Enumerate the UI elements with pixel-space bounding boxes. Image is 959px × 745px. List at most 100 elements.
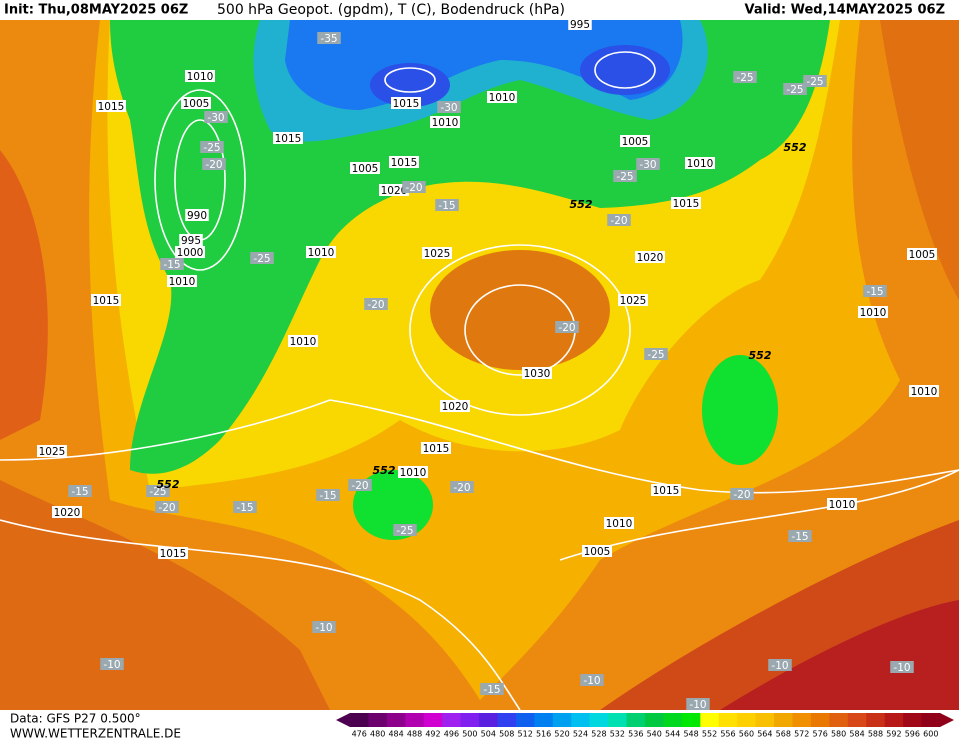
pressure-label: 1015 [93, 295, 120, 307]
pressure-label: 1005 [352, 163, 379, 175]
colorbar-swatch [681, 713, 701, 727]
colorbar-label: 556 [720, 730, 735, 739]
temperature-label: -30 [639, 159, 656, 171]
pressure-label-box [909, 385, 939, 397]
temperature-label-box [200, 141, 224, 153]
pressure-label-box [685, 157, 715, 169]
isobar [594, 51, 656, 89]
pressure-label: 1020 [442, 401, 469, 413]
pressure-label: 1010 [432, 117, 459, 129]
colorbar-swatch [626, 713, 646, 727]
temperature-label-box [733, 71, 757, 83]
pressure-label: 1015 [673, 198, 700, 210]
colorbar-arrow-left [336, 713, 350, 727]
temperature-label: -20 [158, 502, 175, 514]
colorbar-label: 536 [628, 730, 643, 739]
temperature-label-box [316, 489, 340, 501]
colorbar-swatch [755, 713, 775, 727]
colorbar-label: 588 [868, 730, 883, 739]
colorbar-swatch [774, 713, 793, 727]
colorbar-label: 584 [849, 730, 864, 739]
pressure-label-box [522, 367, 552, 379]
temperature-label-box [233, 501, 257, 513]
height-label: 552 [749, 349, 772, 362]
pressure-label: 1010 [911, 386, 938, 398]
colorbar-swatch [350, 713, 369, 727]
field-west [0, 150, 48, 440]
temperature-label: -15 [163, 259, 180, 271]
colorbar-label: 500 [462, 730, 477, 739]
temperature-label: -25 [396, 525, 413, 537]
colorbar-swatch [460, 713, 480, 727]
pressure-label-box [175, 246, 205, 258]
pressure-label: 1005 [909, 249, 936, 261]
temperature-label: -20 [733, 489, 750, 501]
colorbar-swatch [700, 713, 720, 727]
colorbar-label: 504 [481, 730, 496, 739]
temperature-label-box [364, 298, 388, 310]
temperature-label-box [312, 621, 336, 633]
colorbar-swatch [368, 713, 388, 727]
pressure-label: 1010 [489, 92, 516, 104]
colorbar-swatch [810, 713, 830, 727]
colorbar-label: 492 [425, 730, 440, 739]
colorbar-label: 600 [923, 730, 938, 739]
temperature-label-box [686, 698, 710, 710]
pressure-label: 1015 [275, 133, 302, 145]
pressure-label-box [604, 517, 634, 529]
pressure-label-box [96, 100, 126, 112]
temperature-label-box [768, 659, 792, 671]
isobar [409, 244, 631, 416]
colorbar-swatch [847, 713, 867, 727]
colorbar-label: 484 [388, 730, 403, 739]
colorbar-swatch [737, 713, 757, 727]
isobar [384, 67, 436, 93]
colorbar-label: 592 [886, 730, 901, 739]
pressure-label-box [350, 162, 380, 174]
temperature-label: -10 [893, 662, 910, 674]
colorbar-swatch [903, 713, 923, 727]
temperature-label: -35 [320, 33, 337, 45]
temperature-label-box [100, 658, 124, 670]
temperature-label: -15 [866, 286, 883, 298]
pressure-label: 1010 [400, 467, 427, 479]
field-cutoff-west [353, 470, 433, 540]
isobar [559, 469, 959, 561]
isobar [0, 399, 959, 494]
colorbar-label: 544 [665, 730, 680, 739]
pressure-label-box [158, 547, 188, 559]
pressure-label-box [185, 209, 209, 221]
height-label: 552 [373, 464, 396, 477]
footer: Data: GFS P27 0.500° WWW.WETTERZENTRALE.… [10, 712, 181, 741]
temperature-label: -20 [205, 159, 222, 171]
pressure-label-box [858, 306, 888, 318]
pressure-label: 1020 [381, 185, 408, 197]
temperature-label-box [613, 170, 637, 182]
temperature-label-box [555, 321, 579, 333]
pressure-label: 1025 [620, 295, 647, 307]
temperature-label-box [437, 101, 461, 113]
pressure-label-box [306, 246, 336, 258]
pressure-label-box [440, 400, 470, 412]
colorbar-label: 516 [536, 730, 551, 739]
pressure-label-box [487, 91, 517, 103]
isobar [0, 519, 521, 711]
colorbar-swatch [515, 713, 535, 727]
valid-time: Valid: Wed,14MAY2025 06Z [745, 3, 945, 18]
temperature-label: -10 [315, 622, 332, 634]
pressure-label: 1015 [653, 485, 680, 497]
temperature-label-box [402, 181, 426, 193]
temperature-label-box [435, 199, 459, 211]
temperature-label-box [788, 530, 812, 542]
colorbar-label: 512 [518, 730, 533, 739]
pressure-label-box [635, 251, 665, 263]
temperature-label: -15 [438, 200, 455, 212]
temperature-label-box [730, 488, 754, 500]
temperature-label: -10 [103, 659, 120, 671]
temperature-label: -10 [583, 675, 600, 687]
colorbar-label: 488 [407, 730, 422, 739]
pressure-label: 1015 [98, 101, 125, 113]
pressure-label-box [389, 156, 419, 168]
temperature-label: -25 [786, 84, 803, 96]
